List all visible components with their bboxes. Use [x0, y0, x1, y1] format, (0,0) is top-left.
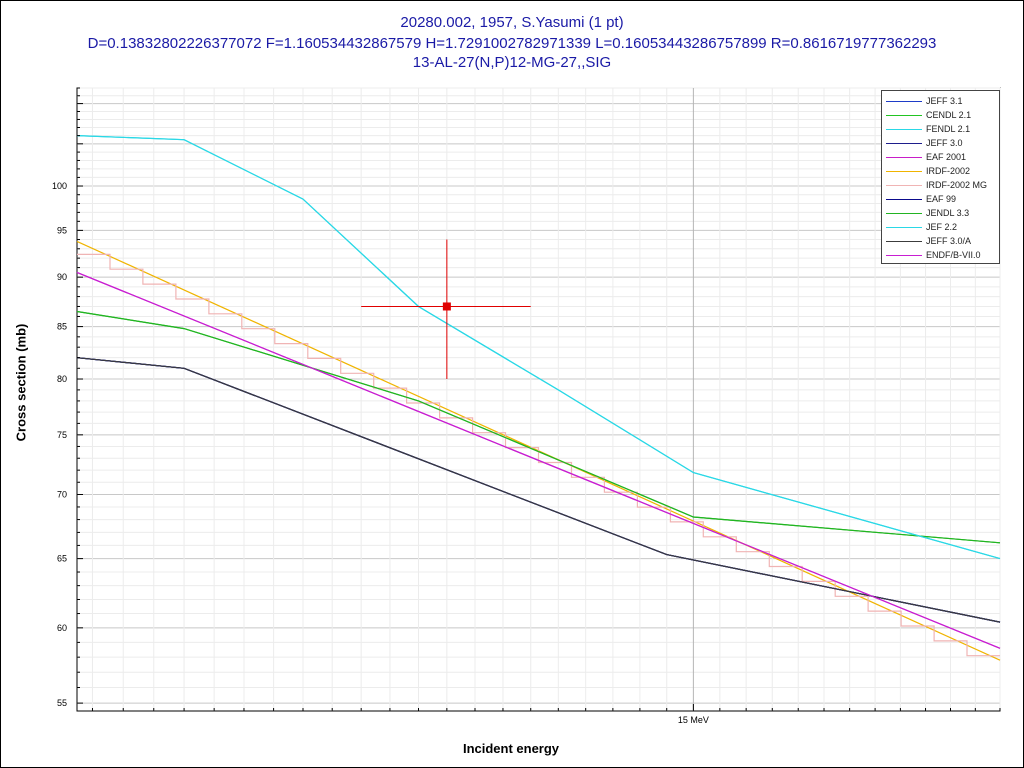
chart-title: 20280.002, 1957, S.Yasumi (1 pt)	[400, 14, 624, 31]
series-line-jendl-3-3	[76, 310, 1001, 544]
legend-label: IRDF-2002	[926, 166, 971, 176]
legend-item: CENDL 2.1	[882, 109, 999, 123]
y-tick-label: 80	[57, 374, 67, 384]
legend-item: ENDF/B-VII.0	[882, 249, 999, 263]
legend-label: JEFF 3.0	[926, 138, 963, 148]
legend-swatch	[886, 227, 922, 228]
legend-swatch	[886, 199, 922, 200]
legend-item: JENDL 3.3	[882, 207, 999, 221]
legend-item: IRDF-2002	[882, 165, 999, 179]
legend-item: IRDF-2002 MG	[882, 179, 999, 193]
y-tick-label: 85	[57, 322, 67, 332]
legend-swatch	[886, 157, 922, 158]
legend-label: JEF 2.2	[926, 222, 958, 232]
measurement-group	[361, 239, 531, 380]
legend: JEFF 3.1 CENDL 2.1 FENDL 2.1 JEFF 3.0 EAF 20…	[881, 90, 1000, 264]
plot-area	[76, 87, 1001, 712]
data-point	[442, 302, 451, 311]
legend-swatch	[886, 213, 922, 214]
legend-swatch	[886, 255, 922, 256]
x-tick-label: 15 MeV	[678, 715, 709, 725]
legend-swatch	[886, 115, 922, 116]
series-line-endf-b-vii-0	[76, 271, 1001, 649]
legend-label: CENDL 2.1	[926, 110, 972, 120]
legend-swatch	[886, 129, 922, 130]
chart-parameters: D=0.13832802226377072 F=1.16053443286757…	[87, 35, 937, 52]
y-tick-label: 65	[57, 554, 67, 564]
legend-label: IRDF-2002 MG	[926, 180, 988, 190]
legend-item: EAF 99	[882, 193, 999, 207]
legend-label: JENDL 3.3	[926, 208, 970, 218]
series-group	[76, 135, 1001, 661]
legend-swatch	[886, 143, 922, 144]
series-line-irdf-2002-mg	[77, 253, 1000, 657]
legend-swatch	[886, 101, 922, 102]
legend-swatch	[886, 241, 922, 242]
legend-label: JEFF 3.1	[926, 96, 963, 106]
legend-swatch	[886, 171, 922, 172]
y-tick-label: 75	[57, 430, 67, 440]
legend-label: JEFF 3.0/A	[926, 236, 972, 246]
legend-swatch	[886, 185, 922, 186]
x-axis-label: Incident energy	[462, 741, 560, 756]
y-tick-label: 95	[57, 225, 67, 235]
tick-group: 55 60 65 70 75 80 85 90 95 100 15 MeV	[52, 87, 1001, 725]
legend-item: JEFF 3.0/A	[882, 235, 999, 249]
chart-reaction: 13-AL-27(N,P)12-MG-27,,SIG	[412, 54, 612, 71]
y-tick-label: 70	[57, 490, 67, 500]
legend-item: EAF 2001	[882, 151, 999, 165]
legend-label: EAF 99	[926, 194, 957, 204]
series-line-jeff-3-0-a	[76, 357, 1001, 623]
legend-item: FENDL 2.1	[882, 123, 999, 137]
legend-label: FENDL 2.1	[926, 124, 971, 134]
y-tick-label: 55	[57, 698, 67, 708]
y-tick-label: 100	[52, 181, 67, 191]
legend-item: JEFF 3.1	[882, 95, 999, 109]
y-tick-label: 60	[57, 623, 67, 633]
y-axis-label: Cross section (mb)	[13, 323, 29, 442]
y-tick-label: 90	[57, 272, 67, 282]
legend-item: JEFF 3.0	[882, 137, 999, 151]
legend-label: ENDF/B-VII.0	[926, 250, 981, 260]
legend-label: EAF 2001	[926, 152, 967, 162]
legend-item: JEF 2.2	[882, 221, 999, 235]
grid-lines	[77, 87, 1001, 711]
